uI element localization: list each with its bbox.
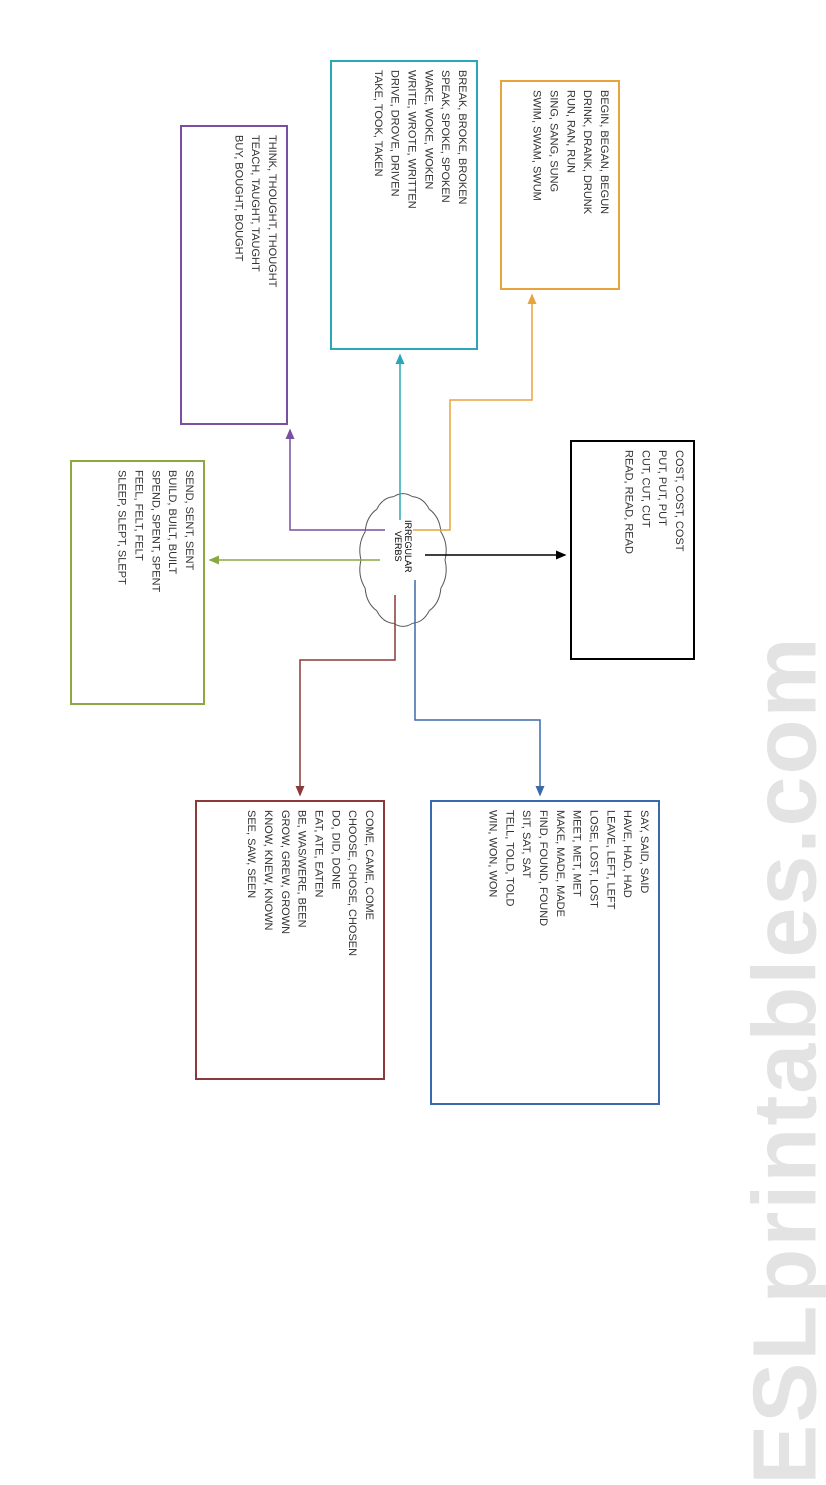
- verb-line: CHOOSE, CHOSE, CHOSEN: [344, 810, 359, 1070]
- verb-line: WIN, WON, WON: [485, 810, 500, 1095]
- box-teal: BREAK, BROKE, BROKENSPEAK, SPOKE, SPOKEN…: [330, 60, 478, 350]
- verb-line: CUT, CUT, CUT: [637, 450, 652, 650]
- verb-line: THINK, THOUGHT, THOUGHT: [264, 135, 279, 415]
- verb-line: BUILD, BUILT, BUILT: [164, 470, 179, 695]
- verb-line: SPEAK, SPOKE, SPOKEN: [437, 70, 452, 340]
- verb-line: EAT, ATE, EATEN: [311, 810, 326, 1070]
- verb-line: DRINK, DRANK, DRUNK: [579, 90, 594, 280]
- box-olive: SEND, SENT, SENTBUILD, BUILT, BUILTSPEND…: [70, 460, 205, 705]
- verb-line: SLEEP, SLEPT, SLEPT: [114, 470, 129, 695]
- box-purple: THINK, THOUGHT, THOUGHTTEACH, TAUGHT, TA…: [180, 125, 288, 425]
- center-label: IRREGULARVERBS: [393, 520, 413, 573]
- verb-line: SEND, SENT, SENT: [181, 470, 196, 695]
- box-darkred: COME, CAME, COMECHOOSE, CHOSE, CHOSENDO,…: [195, 800, 385, 1080]
- verb-line: PUT, PUT, PUT: [654, 450, 669, 650]
- verb-line: SIT, SAT, SAT: [518, 810, 533, 1095]
- verb-line: BEGIN, BEGAN, BEGUN: [596, 90, 611, 280]
- verb-line: MAKE, MADE, MADE: [552, 810, 567, 1095]
- verb-line: DO, DID, DONE: [327, 810, 342, 1070]
- verb-line: SWIM, SWAM, SWUM: [529, 90, 544, 280]
- verb-line: LOSE, LOST, LOST: [586, 810, 601, 1095]
- verb-line: TAKE, TOOK, TAKEN: [370, 70, 385, 340]
- verb-line: COST, COST, COST: [671, 450, 686, 650]
- verb-line: BE, WAS/WERE, BEEN: [294, 810, 309, 1070]
- verb-line: FEEL, FELT, FELT: [131, 470, 146, 695]
- box-blue: SAY, SAID, SAIDHAVE, HAD, HADLEAVE, LEFT…: [430, 800, 660, 1105]
- verb-line: HAVE, HAD, HAD: [619, 810, 634, 1095]
- verb-line: SEE, SAW, SEEN: [243, 810, 258, 1070]
- box-black: COST, COST, COSTPUT, PUT, PUTCUT, CUT, C…: [570, 440, 695, 660]
- verb-line: SAY, SAID, SAID: [636, 810, 651, 1095]
- verb-line: READ, READ, READ: [621, 450, 636, 650]
- verb-line: TELL, TOLD, TOLD: [501, 810, 516, 1095]
- verb-line: BREAK, BROKE, BROKEN: [454, 70, 469, 340]
- verb-line: COME, CAME, COME: [361, 810, 376, 1070]
- verb-line: KNOW, KNEW, KNOWN: [260, 810, 275, 1070]
- verb-line: SPEND, SPENT, SPENT: [147, 470, 162, 695]
- verb-line: WAKE, WOKE, WOKEN: [420, 70, 435, 340]
- verb-line: BUY, BOUGHT, BOUGHT: [230, 135, 245, 415]
- verb-line: TEACH, TAUGHT, TAUGHT: [247, 135, 262, 415]
- box-orange: BEGIN, BEGAN, BEGUNDRINK, DRANK, DRUNKRU…: [500, 80, 620, 290]
- verb-line: LEAVE, LEFT, LEFT: [602, 810, 617, 1095]
- verb-line: SING, SANG, SUNG: [546, 90, 561, 280]
- verb-line: WRITE, WROTE, WRITTEN: [404, 70, 419, 340]
- verb-line: RUN, RAN, RUN: [562, 90, 577, 280]
- verb-line: DRIVE, DROVE, DRIVEN: [387, 70, 402, 340]
- verb-line: MEET, MET, MET: [569, 810, 584, 1095]
- verb-line: FIND, FOUND, FOUND: [535, 810, 550, 1095]
- verb-line: GROW, GREW, GROWN: [277, 810, 292, 1070]
